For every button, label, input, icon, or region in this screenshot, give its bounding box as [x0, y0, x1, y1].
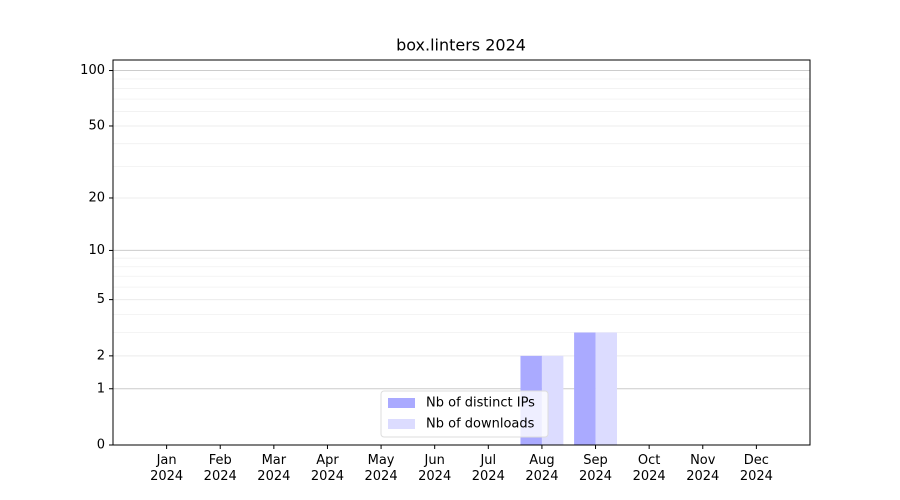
plot-frame	[112, 59, 811, 446]
x-tick-label: Jun 2024	[418, 453, 452, 484]
bar	[595, 332, 617, 445]
x-tick-label: Mar 2024	[257, 453, 291, 484]
x-tick-label: Feb 2024	[203, 453, 237, 484]
legend-label: Nb of downloads	[426, 417, 535, 432]
legend-swatch	[388, 398, 415, 408]
x-tick-label: Oct 2024	[632, 453, 666, 484]
x-tick-label: Apr 2024	[310, 453, 344, 484]
y-tick-label: 0	[97, 438, 105, 453]
chart-title: box.linters 2024	[396, 36, 526, 55]
x-tick-label: May 2024	[364, 453, 398, 484]
legend-box	[380, 390, 549, 438]
y-tick-label: 5	[97, 292, 105, 307]
y-tick-label: 20	[88, 190, 105, 205]
x-tick-label: Jan 2024	[150, 453, 184, 484]
legend: Nb of distinct IPs Nb of downloads	[380, 390, 549, 438]
x-tick-label: Nov 2024	[686, 453, 720, 484]
y-tick-label: 10	[88, 243, 105, 258]
bar	[574, 332, 596, 445]
x-tick-label: Dec 2024	[739, 453, 773, 484]
legend-label: Nb of distinct IPs	[426, 396, 535, 411]
legend-swatch	[388, 419, 415, 429]
y-tick-label: 2	[97, 348, 105, 363]
y-tick-label: 50	[88, 118, 105, 133]
x-tick-label: Sep 2024	[578, 453, 613, 484]
y-tick-label: 1	[97, 381, 105, 396]
x-tick-label: Aug 2024	[525, 453, 559, 484]
x-tick-label: Jul 2024	[471, 453, 505, 484]
y-tick-label: 100	[80, 63, 105, 78]
